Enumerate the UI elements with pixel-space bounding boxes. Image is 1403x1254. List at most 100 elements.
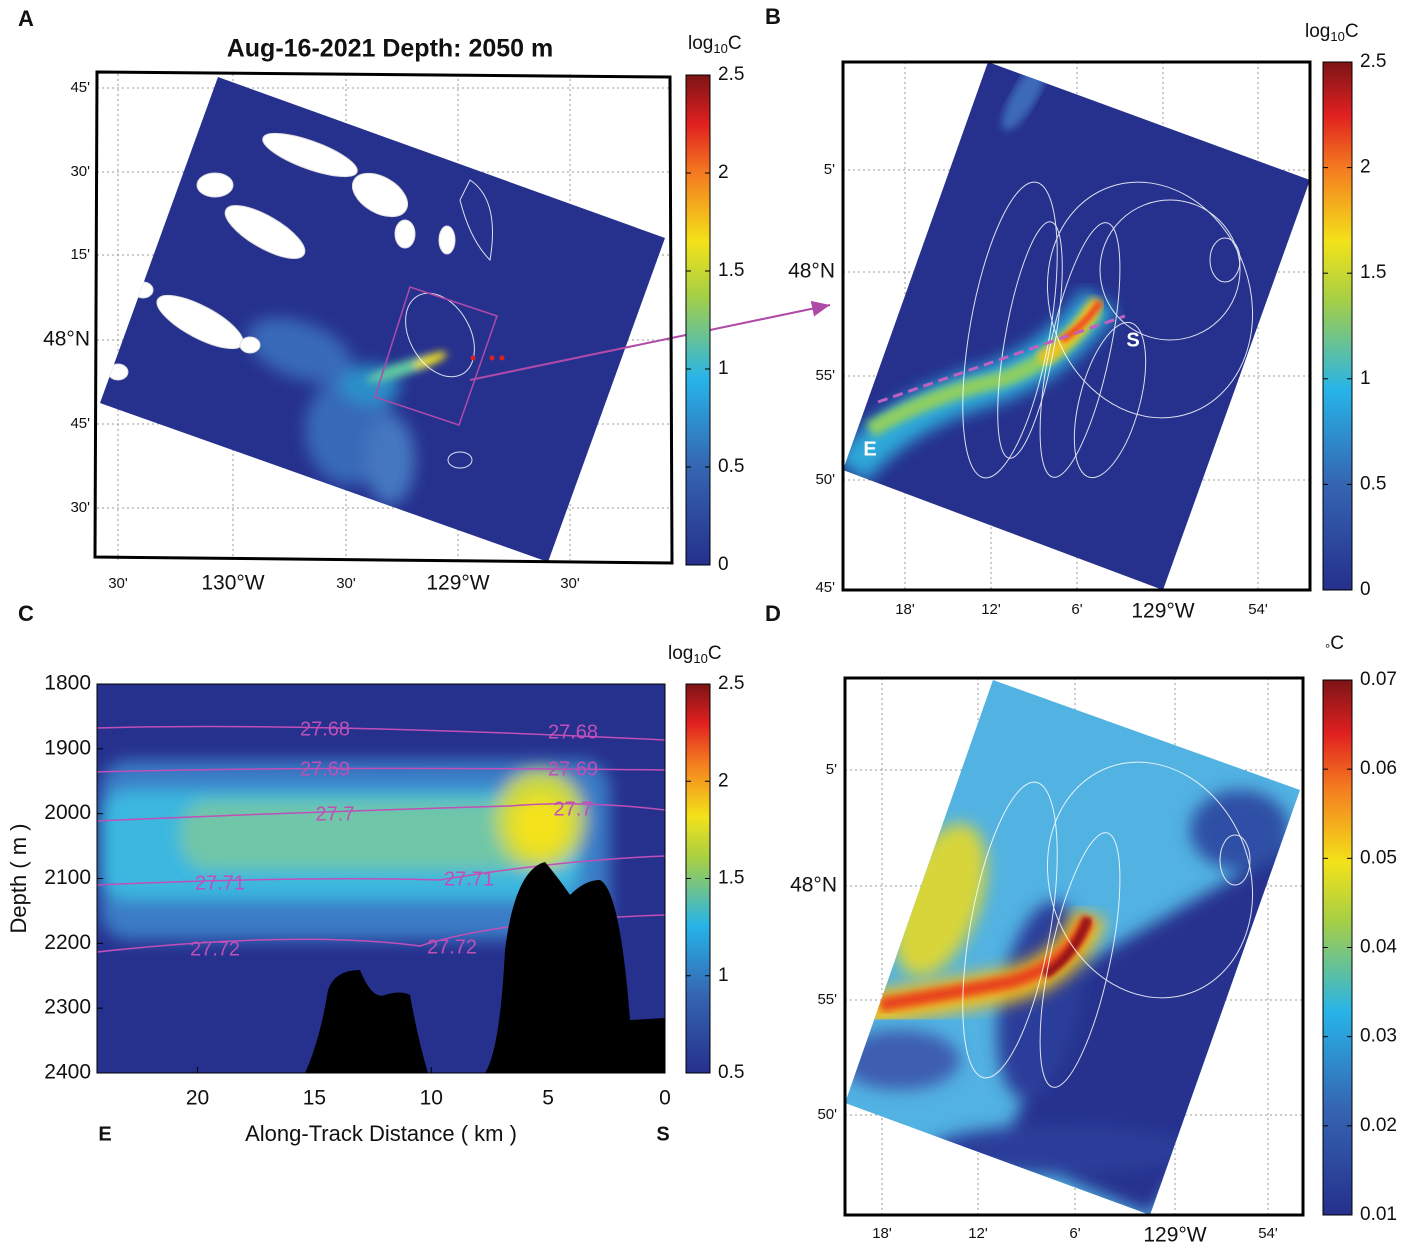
- y-tick-label: 2200: [44, 931, 91, 954]
- colorbar-tick-label: 0.06: [1360, 758, 1397, 779]
- y-tick-label: 2400: [44, 1061, 91, 1084]
- transect-end-label: S: [1126, 329, 1139, 351]
- lon-label: 6': [1071, 601, 1082, 618]
- colorbar-label-unit: C: [728, 33, 742, 54]
- seafloor: [305, 970, 428, 1073]
- lat-label: 50': [815, 471, 835, 488]
- y-axis-label: Depth ( m ): [6, 823, 31, 933]
- colorbar-tick-label: 0.5: [718, 456, 744, 477]
- x-tick-label: 20: [186, 1087, 209, 1110]
- colorbar-label: log10C: [1305, 21, 1359, 44]
- map-b: [841, 60, 1312, 592]
- colorbar-tick-label: 0.5: [718, 1062, 744, 1083]
- colorbar-tick-label: 0.05: [1360, 847, 1397, 868]
- lat-label: 5': [824, 161, 835, 178]
- y-tick-label: 2300: [44, 996, 91, 1019]
- colorbar-label-unit: C: [1330, 633, 1344, 654]
- x-tick-label: 5: [542, 1087, 554, 1110]
- panel-label: A: [18, 6, 34, 31]
- lon-label: 12': [968, 1225, 988, 1242]
- temperature-field: [845, 761, 1300, 1215]
- colorbar-tick-label: 1.5: [1360, 262, 1386, 283]
- colorbar-label-base: log: [1305, 21, 1330, 42]
- isopycnal-label: 27.69: [300, 758, 350, 780]
- lon-label: 18': [872, 1225, 892, 1242]
- lon-label: 54': [1248, 601, 1268, 618]
- y-tick-label: 1800: [44, 672, 91, 695]
- colorbar-tick-label: 2.5: [718, 673, 744, 694]
- colorbar-tick-label: 0.5: [1360, 473, 1386, 494]
- isopycnal-label: 27.69: [548, 758, 598, 780]
- panel-label: C: [18, 601, 34, 626]
- colorbar-tick-label: 0.01: [1360, 1204, 1397, 1225]
- colorbar-tick-label: 2: [718, 162, 729, 183]
- colorbar-label-base: log: [688, 33, 713, 54]
- colorbar-label: °C: [1325, 633, 1344, 656]
- zoom-arrow: [469, 300, 831, 381]
- section-c: [97, 684, 665, 1073]
- transect-end-label: S: [656, 1123, 669, 1145]
- lat-label: 30': [70, 163, 90, 180]
- lon-label: 6': [1069, 1225, 1080, 1242]
- map-frame: [93, 70, 674, 565]
- colorbar-label: log10C: [668, 643, 722, 666]
- lat-label: 15': [70, 246, 90, 263]
- y-tick-label: 2000: [44, 801, 91, 824]
- lon-label: 30': [336, 575, 356, 592]
- x-axis-label: Along-Track Distance ( km ): [245, 1121, 517, 1146]
- colorbar-label-base: °: [1325, 641, 1330, 656]
- colorbar-label: log10C: [688, 33, 742, 56]
- colorbar-tick-label: 2: [718, 770, 729, 791]
- transect-line: [877, 314, 1126, 404]
- colorbar-tick-label: 0: [718, 554, 729, 575]
- transect-end-label: E: [863, 438, 876, 460]
- lon-label: 129°W: [426, 572, 489, 595]
- colorbar-tick-label: 1: [1360, 368, 1371, 389]
- lon-label: 30': [560, 575, 580, 592]
- panel-label: B: [765, 4, 781, 29]
- map-title: Aug-16-2021 Depth: 2050 m: [227, 35, 554, 63]
- map-frame: [843, 676, 1305, 1217]
- lat-label: 45': [815, 579, 835, 596]
- colorbar-tick-label: 2.5: [1360, 51, 1386, 72]
- colorbar-tick-label: 0.04: [1360, 937, 1397, 958]
- panel-label: D: [765, 601, 781, 626]
- lat-label: 55': [817, 991, 837, 1008]
- y-tick-label: 2100: [44, 866, 91, 889]
- lon-label: 18': [895, 601, 915, 618]
- seafloor: [485, 862, 665, 1073]
- colorbar-tick-label: 1: [718, 965, 729, 986]
- lon-label: 129°W: [1143, 1224, 1206, 1247]
- zoom-box: [374, 286, 498, 426]
- site-markers: [470, 355, 505, 361]
- colorbar-tick-label: 1: [718, 358, 729, 379]
- model-domain: [100, 77, 665, 562]
- seamounts: [107, 132, 456, 381]
- colorbar-tick-label: 0.07: [1360, 669, 1397, 690]
- colorbar-tick-label: 2.5: [718, 64, 744, 85]
- colorbar: [685, 74, 711, 566]
- map-d: [843, 676, 1305, 1217]
- isopycnal-label: 27.7: [554, 798, 593, 820]
- colorbar-tick-label: 2: [1360, 157, 1371, 178]
- lon-label: 54': [1258, 1225, 1278, 1242]
- colorbar-label-unit: C: [1345, 21, 1359, 42]
- colorbar-label-base: log: [668, 643, 693, 664]
- lon-label: 130°W: [201, 572, 264, 595]
- map-frame: [841, 60, 1312, 592]
- colorbar-tick-label: 0.03: [1360, 1026, 1397, 1047]
- colorbar-tick-label: 1.5: [718, 260, 744, 281]
- bathymetry-contours: [962, 181, 1254, 479]
- lat-label: 5': [826, 761, 837, 778]
- y-tick-label: 1900: [44, 736, 91, 759]
- colorbar-tick-label: 0: [1360, 579, 1371, 600]
- colorbar-label-unit: C: [708, 643, 722, 664]
- transect-end-label: E: [98, 1123, 111, 1145]
- lat-label: 48°N: [788, 260, 835, 283]
- colorbar-label-sub: 10: [1330, 29, 1344, 44]
- lat-label: 30': [70, 499, 90, 516]
- isopycnal-label: 27.7: [316, 803, 355, 825]
- isopycnal-label: 27.71: [444, 868, 494, 890]
- lat-label: 48°N: [790, 874, 837, 897]
- lon-label: 12': [981, 601, 1001, 618]
